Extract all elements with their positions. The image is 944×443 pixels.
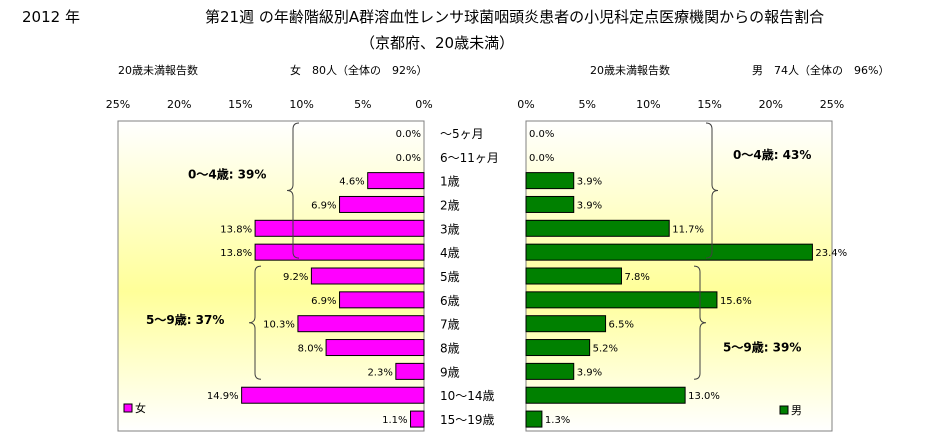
category-label: 9歳 bbox=[440, 365, 460, 379]
left-bar-value-label: 13.8% bbox=[220, 248, 252, 259]
right-bar-value-label: 3.9% bbox=[577, 177, 602, 188]
right-header-count-label: 20歳未満報告数 bbox=[590, 64, 670, 77]
chart-subtitle: （京都府、20歳未満） bbox=[360, 34, 515, 52]
right-bar-value-label: 1.3% bbox=[545, 415, 570, 426]
category-label: ～5ヶ月 bbox=[440, 127, 484, 141]
left-bar bbox=[254, 219, 425, 237]
category-label: 7歳 bbox=[440, 318, 460, 332]
right-bar-value-label: 11.7% bbox=[672, 224, 704, 235]
right-x-tick-label: 0% bbox=[517, 98, 534, 111]
category-label: 6～11ヶ月 bbox=[440, 151, 499, 165]
right-x-tick-label: 20% bbox=[759, 98, 783, 111]
left-x-tick-label: 15% bbox=[228, 98, 252, 111]
right-bar-value-label: 7.8% bbox=[624, 272, 649, 283]
right-bar bbox=[525, 339, 591, 357]
right-bracket-5-9 bbox=[693, 265, 707, 380]
category-label: 8歳 bbox=[440, 342, 460, 356]
right-bar-value-label: 0.0% bbox=[529, 153, 554, 164]
left-x-tick-label: 25% bbox=[106, 98, 130, 111]
left-bar bbox=[310, 267, 425, 285]
right-annotation-5-9: 5～9歳: 39% bbox=[723, 340, 801, 355]
left-bar-value-label: 2.3% bbox=[367, 367, 392, 378]
left-x-tick-label: 0% bbox=[415, 98, 432, 111]
left-bracket-5-9 bbox=[248, 265, 262, 380]
category-label: 15～19歳 bbox=[440, 413, 495, 427]
right-bar bbox=[525, 219, 670, 237]
right-x-tick-label: 5% bbox=[578, 98, 595, 111]
right-bar-value-label: 0.0% bbox=[529, 129, 554, 140]
left-bar bbox=[325, 339, 425, 357]
left-bar-value-label: 1.1% bbox=[382, 415, 407, 426]
right-bar-value-label: 5.2% bbox=[593, 344, 618, 355]
left-header-female-total: 女 80人（全体の 92%） bbox=[290, 64, 428, 77]
legend-male-swatch bbox=[779, 405, 789, 415]
right-bar-value-label: 13.0% bbox=[688, 391, 720, 402]
left-header-count-label: 20歳未満報告数 bbox=[118, 64, 198, 77]
right-bar-value-label: 15.6% bbox=[720, 296, 752, 307]
right-x-tick-label: 15% bbox=[697, 98, 721, 111]
right-bracket-0-4 bbox=[705, 122, 719, 259]
right-x-tick-label: 10% bbox=[636, 98, 660, 111]
year-label: 2012 年 bbox=[22, 8, 80, 26]
right-bar bbox=[525, 410, 543, 428]
right-bar bbox=[525, 195, 575, 213]
left-x-tick-label: 5% bbox=[354, 98, 371, 111]
category-label: 3歳 bbox=[440, 222, 460, 236]
left-x-tick-label: 10% bbox=[289, 98, 313, 111]
right-bar bbox=[525, 243, 813, 261]
left-bar bbox=[241, 386, 425, 404]
right-bar bbox=[525, 267, 622, 285]
category-label: 1歳 bbox=[440, 175, 460, 189]
category-label: 10～14歳 bbox=[440, 389, 495, 403]
left-bar bbox=[410, 410, 425, 428]
right-bar-value-label: 3.9% bbox=[577, 200, 602, 211]
legend-male-label: 男 bbox=[791, 404, 802, 417]
right-bar-value-label: 6.5% bbox=[609, 320, 634, 331]
left-bar-value-label: 9.2% bbox=[283, 272, 308, 283]
left-bracket-0-4 bbox=[286, 122, 300, 259]
right-bar bbox=[525, 386, 686, 404]
right-bar bbox=[525, 291, 718, 309]
left-bar-value-label: 4.6% bbox=[339, 177, 364, 188]
left-bar bbox=[339, 195, 425, 213]
chart-title: 第21週 の年齢階級別A群溶血性レンサ球菌咽頭炎患者の小児科定点医療機関からの報… bbox=[205, 8, 825, 26]
left-bar-value-label: 6.9% bbox=[311, 200, 336, 211]
left-bar-value-label: 6.9% bbox=[311, 296, 336, 307]
left-bar bbox=[395, 362, 425, 380]
category-label: 5歳 bbox=[440, 270, 460, 284]
category-label: 4歳 bbox=[440, 246, 460, 260]
right-annotation-0-4: 0～4歳: 43% bbox=[733, 147, 811, 162]
left-bar bbox=[339, 291, 425, 309]
left-bar bbox=[367, 172, 425, 190]
left-bar-value-label: 0.0% bbox=[396, 129, 421, 140]
right-bar bbox=[525, 315, 607, 333]
right-header-male-total: 男 74人（全体の 96%） bbox=[752, 64, 890, 77]
left-bar-value-label: 13.8% bbox=[220, 224, 252, 235]
right-bar bbox=[525, 362, 575, 380]
left-bar-value-label: 0.0% bbox=[396, 153, 421, 164]
left-bar-value-label: 10.3% bbox=[263, 320, 295, 331]
right-bar bbox=[525, 172, 575, 190]
category-label: 6歳 bbox=[440, 294, 460, 308]
category-label: 2歳 bbox=[440, 198, 460, 212]
left-x-tick-label: 20% bbox=[167, 98, 191, 111]
left-bar-value-label: 8.0% bbox=[298, 344, 323, 355]
right-bar-value-label: 3.9% bbox=[577, 367, 602, 378]
legend-female-swatch bbox=[123, 403, 133, 413]
left-bar bbox=[254, 243, 425, 261]
left-annotation-5-9: 5～9歳: 37% bbox=[146, 312, 224, 327]
right-x-tick-label: 25% bbox=[820, 98, 844, 111]
legend-female-label: 女 bbox=[135, 401, 146, 415]
right-bar-value-label: 23.4% bbox=[815, 248, 847, 259]
left-bar-value-label: 14.9% bbox=[207, 391, 239, 402]
left-annotation-0-4: 0～4歳: 39% bbox=[188, 167, 266, 182]
left-bar bbox=[297, 315, 425, 333]
